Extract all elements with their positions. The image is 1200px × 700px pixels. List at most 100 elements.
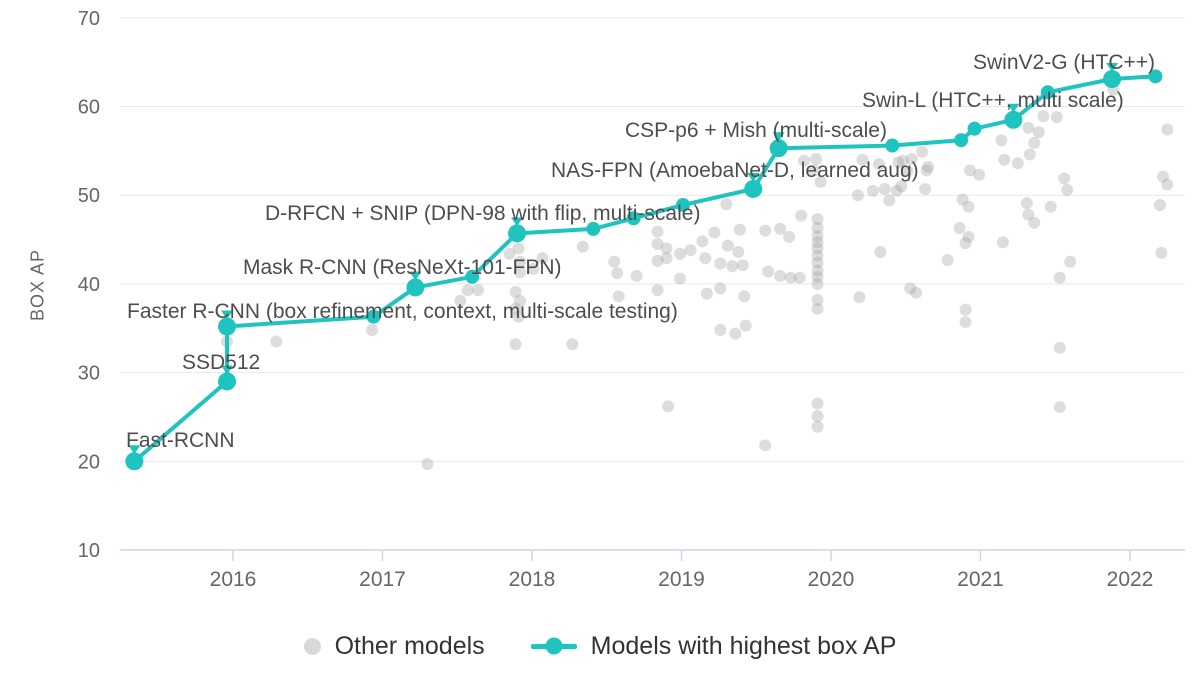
other-model-point[interactable] [1161, 178, 1174, 191]
other-model-point[interactable] [674, 247, 687, 260]
other-model-point[interactable] [878, 182, 891, 195]
other-model-point[interactable] [904, 282, 917, 295]
other-model-point[interactable] [512, 242, 525, 255]
other-model-point[interactable] [1058, 172, 1071, 185]
other-model-point[interactable] [738, 290, 751, 303]
other-model-point[interactable] [708, 226, 721, 239]
other-model-point[interactable] [1023, 148, 1036, 161]
other-model-point[interactable] [851, 189, 864, 202]
sota-point[interactable] [406, 278, 425, 297]
sota-point[interactable] [967, 121, 982, 136]
other-model-point[interactable] [762, 265, 775, 278]
other-model-point[interactable] [811, 256, 824, 269]
other-model-point[interactable] [808, 164, 821, 177]
other-model-point[interactable] [922, 160, 935, 173]
other-model-point[interactable] [1061, 183, 1074, 196]
other-model-point[interactable] [509, 302, 522, 315]
other-model-point[interactable] [736, 259, 749, 272]
other-model-point[interactable] [973, 168, 986, 181]
other-model-point[interactable] [527, 262, 540, 275]
other-model-point[interactable] [696, 235, 709, 248]
other-model-point[interactable] [901, 165, 914, 178]
other-model-point[interactable] [998, 153, 1011, 166]
other-model-point[interactable] [920, 164, 933, 177]
other-model-point[interactable] [514, 255, 527, 268]
other-model-point[interactable] [811, 222, 824, 235]
other-model-point[interactable] [874, 245, 887, 258]
other-model-point[interactable] [612, 290, 625, 303]
other-model-point[interactable] [811, 420, 824, 433]
other-model-point[interactable] [811, 242, 824, 255]
other-model-point[interactable] [1044, 200, 1057, 213]
other-model-point[interactable] [774, 269, 787, 282]
other-model-point[interactable] [1037, 110, 1050, 123]
other-model-point[interactable] [1028, 136, 1041, 149]
sota-point[interactable] [586, 221, 601, 236]
sota-point[interactable] [218, 317, 237, 336]
other-model-point[interactable] [608, 255, 621, 268]
other-model-point[interactable] [512, 310, 525, 323]
other-model-point[interactable] [700, 287, 713, 300]
other-model-point[interactable] [714, 257, 727, 270]
other-model-point[interactable] [959, 316, 972, 329]
other-model-point[interactable] [811, 264, 824, 277]
sota-point[interactable] [125, 452, 144, 471]
sota-point[interactable] [218, 372, 237, 391]
sota-point[interactable] [626, 211, 641, 226]
other-model-point[interactable] [714, 324, 727, 337]
other-model-point[interactable] [995, 134, 1008, 147]
other-model-point[interactable] [366, 324, 379, 337]
other-model-point[interactable] [1020, 197, 1033, 210]
other-model-point[interactable] [1022, 121, 1035, 134]
other-model-point[interactable] [759, 439, 772, 452]
sota-point[interactable] [954, 133, 969, 148]
other-model-point[interactable] [733, 223, 746, 236]
other-model-point[interactable] [1053, 401, 1066, 414]
sota-point[interactable] [675, 197, 690, 212]
other-model-point[interactable] [1022, 208, 1035, 221]
legend-item-other-models[interactable]: Other models [303, 632, 485, 661]
other-model-point[interactable] [1053, 271, 1066, 284]
other-model-point[interactable] [953, 222, 966, 235]
other-model-point[interactable] [959, 303, 972, 316]
other-model-point[interactable] [1053, 341, 1066, 354]
sota-point[interactable] [465, 269, 480, 284]
other-model-point[interactable] [964, 164, 977, 177]
sota-point[interactable] [1103, 70, 1122, 89]
other-model-point[interactable] [890, 184, 903, 197]
other-model-point[interactable] [721, 239, 734, 252]
other-model-point[interactable] [895, 180, 908, 193]
other-model-point[interactable] [684, 244, 697, 257]
other-model-point[interactable] [660, 242, 673, 255]
sota-point[interactable] [366, 309, 381, 324]
other-model-point[interactable] [1161, 123, 1174, 136]
other-model-point[interactable] [732, 245, 745, 258]
other-model-point[interactable] [1153, 198, 1166, 211]
other-model-point[interactable] [1028, 216, 1041, 229]
other-model-point[interactable] [651, 254, 664, 267]
other-model-point[interactable] [503, 247, 516, 260]
other-model-point[interactable] [959, 237, 972, 250]
other-model-point[interactable] [793, 271, 806, 284]
other-model-point[interactable] [759, 224, 772, 237]
other-model-point[interactable] [714, 282, 727, 295]
other-model-point[interactable] [941, 253, 954, 266]
other-model-point[interactable] [795, 209, 808, 222]
other-model-point[interactable] [651, 284, 664, 297]
other-model-point[interactable] [896, 154, 909, 167]
other-model-point[interactable] [630, 269, 643, 282]
other-model-point[interactable] [962, 200, 975, 213]
other-model-point[interactable] [270, 335, 283, 348]
other-model-point[interactable] [814, 175, 827, 188]
other-model-point[interactable] [509, 338, 522, 351]
other-model-point[interactable] [454, 294, 467, 307]
other-model-point[interactable] [1032, 126, 1045, 139]
other-model-point[interactable] [892, 156, 905, 169]
other-model-point[interactable] [883, 194, 896, 207]
other-model-point[interactable] [774, 222, 787, 235]
other-model-point[interactable] [729, 327, 742, 340]
other-model-point[interactable] [576, 240, 589, 253]
other-model-point[interactable] [811, 249, 824, 262]
other-model-point[interactable] [1064, 255, 1077, 268]
other-model-point[interactable] [1156, 170, 1169, 183]
